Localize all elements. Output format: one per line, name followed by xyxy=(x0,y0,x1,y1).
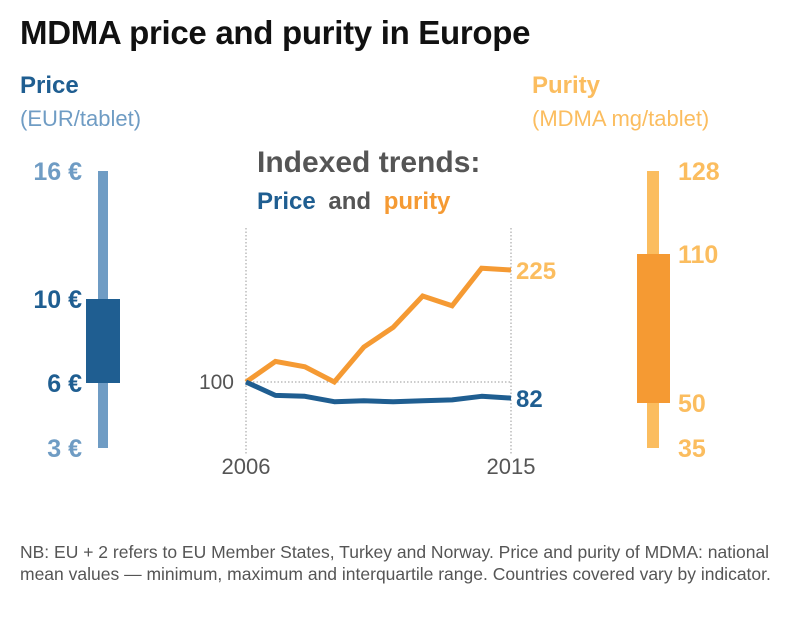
baseline-label: 100 xyxy=(199,371,234,394)
trend-subheading: Price and purity xyxy=(257,188,451,215)
purity-boxplot: 128 110 50 35 xyxy=(637,158,720,463)
purity-q1-label: 50 xyxy=(678,390,706,418)
footnote: NB: EU + 2 refers to EU Member States, T… xyxy=(20,542,771,584)
x-tick-label: 2006 xyxy=(222,454,271,479)
purity-heading: Purity xyxy=(532,72,601,99)
purity-iqr-box xyxy=(637,254,670,403)
trend-sub-purity: purity xyxy=(384,188,451,215)
trend-sub-and: and xyxy=(328,188,371,215)
series-line-price xyxy=(244,379,512,405)
purity-min-label: 35 xyxy=(678,435,706,463)
price-heading: Price xyxy=(20,72,79,99)
price-q1-label: 6 € xyxy=(47,370,82,398)
series-line-purity xyxy=(244,265,512,386)
price-max-label: 16 € xyxy=(33,158,82,186)
x-tick-label: 2015 xyxy=(487,454,536,479)
price-boxplot: 16 € 10 € 6 € 3 € xyxy=(33,158,120,463)
price-min-label: 3 € xyxy=(47,435,82,463)
price-iqr-box xyxy=(86,299,120,383)
purity-unit: (MDMA mg/tablet) xyxy=(532,106,710,131)
purity-max-label: 128 xyxy=(678,158,720,186)
chart-title: MDMA price and purity in Europe xyxy=(20,14,531,51)
price-unit: (EUR/tablet) xyxy=(20,106,142,131)
purity-end-label: 225 xyxy=(516,258,556,285)
price-q3-label: 10 € xyxy=(33,286,82,314)
trend-sub-price: Price xyxy=(257,188,316,215)
trend-heading: Indexed trends: xyxy=(257,146,480,179)
purity-q3-label: 110 xyxy=(678,241,718,269)
price-end-label: 82 xyxy=(516,386,543,413)
